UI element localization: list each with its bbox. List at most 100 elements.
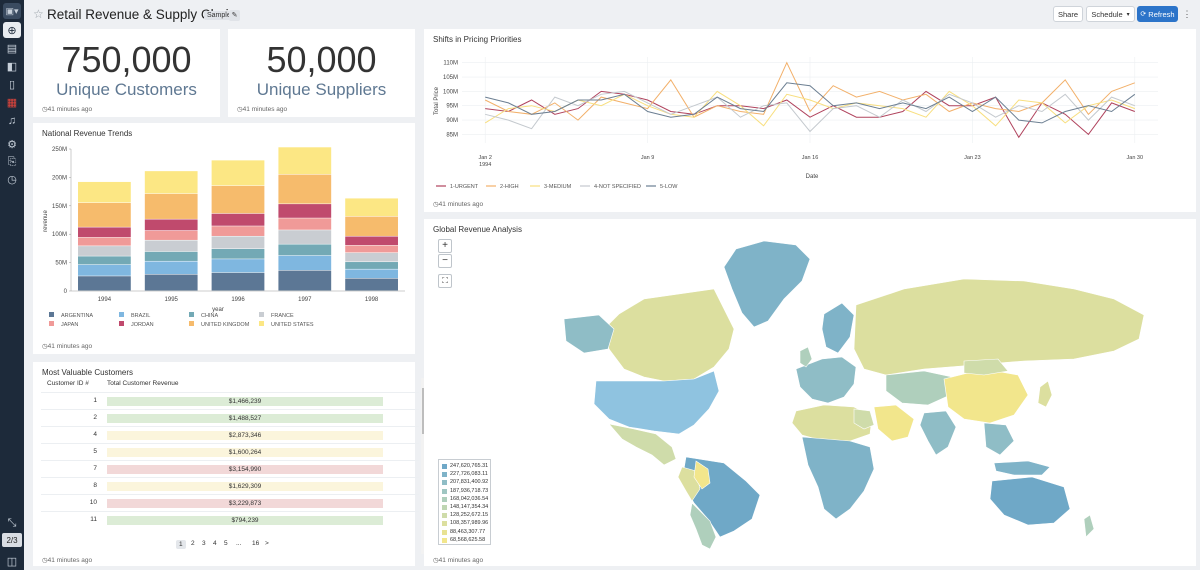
bar-segment[interactable] <box>144 251 198 261</box>
bar-segment[interactable] <box>211 213 265 226</box>
legend-label[interactable]: FRANCE <box>271 313 294 319</box>
series-line[interactable] <box>485 90 1135 133</box>
refresh-button[interactable]: ⟳ Refresh <box>1137 6 1178 22</box>
bar-segment[interactable] <box>78 202 131 227</box>
page-button[interactable]: 2 <box>191 540 195 547</box>
nav-document-icon[interactable]: ▯ <box>8 78 16 91</box>
bar-segment[interactable] <box>144 230 198 240</box>
nav-notebook-icon[interactable]: ◧ <box>6 60 18 73</box>
table-row[interactable]: 1 $1,466,239 <box>41 392 419 409</box>
nav-hierarchy-icon[interactable]: ⎘ <box>7 155 17 168</box>
page-button[interactable]: 16 <box>252 540 260 547</box>
bar-segment[interactable] <box>78 227 131 238</box>
next-page-button[interactable]: > <box>265 540 269 547</box>
nav-home-icon[interactable]: ⊕ <box>3 22 21 38</box>
edit-pencil-icon[interactable]: ✎ <box>229 10 240 21</box>
page-button[interactable]: 4 <box>213 540 217 547</box>
nav-dashboards-icon[interactable]: ▤ <box>6 42 18 55</box>
table-row[interactable]: 11 $794,239 <box>41 511 419 528</box>
bar-segment[interactable] <box>78 237 131 246</box>
legend-label[interactable]: 2-HIGH <box>500 184 519 190</box>
legend-label[interactable]: ARGENTINA <box>61 313 93 319</box>
zoom-out-button[interactable]: − <box>438 254 452 268</box>
nav-panel-toggle-icon[interactable]: ◫ <box>6 555 18 568</box>
legend-label[interactable]: 1-URGENT <box>450 184 479 190</box>
nav-dashboard-active-icon[interactable]: ▦ <box>6 96 18 109</box>
bar-segment[interactable] <box>211 160 265 186</box>
nav-collapse-icon[interactable]: ⤡ <box>7 516 17 529</box>
fullscreen-icon[interactable]: ⛶ <box>438 274 452 288</box>
bar-segment[interactable] <box>211 248 265 259</box>
table-row[interactable]: 4 $2,873,346 <box>41 426 419 443</box>
legend-label[interactable]: 3-MEDIUM <box>544 184 572 190</box>
bar-segment[interactable] <box>278 204 332 218</box>
bar-segment[interactable] <box>211 272 265 291</box>
page-button[interactable]: 3 <box>202 540 206 547</box>
bar-segment[interactable] <box>345 252 398 262</box>
table-row[interactable]: 5 $1,600,264 <box>41 443 419 460</box>
legend-label: 68,568,625.58 <box>450 536 486 543</box>
bar-segment[interactable] <box>78 246 131 256</box>
legend-label[interactable]: 4-NOT SPECIFIED <box>594 184 641 190</box>
bar-segment[interactable] <box>345 236 398 246</box>
bar-segment[interactable] <box>211 259 265 273</box>
bar-segment[interactable] <box>278 270 332 291</box>
page-button[interactable]: 1 <box>176 540 186 549</box>
table-row[interactable]: 10 $3,229,873 <box>41 494 419 511</box>
map-countries[interactable] <box>563 240 1145 550</box>
page-indicator[interactable]: 2/3 <box>2 533 22 547</box>
legend-label[interactable]: 5-LOW <box>660 184 678 190</box>
favorite-star-icon[interactable]: ☆ <box>33 7 44 21</box>
table-row[interactable]: 7 $3,154,990 <box>41 460 419 477</box>
bar-segment[interactable] <box>144 219 198 231</box>
legend-label[interactable]: JAPAN <box>61 322 78 328</box>
bar-segment[interactable] <box>345 198 398 217</box>
schedule-button[interactable]: Schedule ▾ <box>1086 6 1135 22</box>
share-button[interactable]: Share <box>1053 6 1083 22</box>
column-header-revenue[interactable]: Total Customer Revenue <box>107 380 179 387</box>
bar-segment[interactable] <box>144 171 198 194</box>
bar-segment[interactable] <box>211 185 265 214</box>
world-map[interactable] <box>424 219 1196 566</box>
bar-segment[interactable] <box>345 262 398 269</box>
bar-segment[interactable] <box>278 230 332 244</box>
bar-segment[interactable] <box>345 278 398 291</box>
app-switcher-button[interactable]: ▣▾ <box>3 3 21 19</box>
bar-segment[interactable] <box>278 255 332 271</box>
nav-jobs-icon[interactable]: ⚙ <box>7 138 17 151</box>
bar-segment[interactable] <box>78 181 131 203</box>
nav-history-clock-icon[interactable]: ◷ <box>7 173 17 186</box>
bar-segment[interactable] <box>278 147 332 175</box>
table-row[interactable]: 8 $1,629,309 <box>41 477 419 494</box>
column-header-id[interactable]: Customer ID # <box>47 380 89 387</box>
series-line[interactable] <box>485 82 1136 124</box>
bar-segment[interactable] <box>345 245 398 253</box>
legend-label[interactable]: BRAZIL <box>131 313 150 319</box>
series-line[interactable] <box>484 61 1135 121</box>
legend-label[interactable]: UNITED STATES <box>271 322 314 328</box>
series-line[interactable] <box>485 90 1135 139</box>
legend-label[interactable]: CHINA <box>201 313 218 319</box>
legend-label[interactable]: JORDAN <box>131 322 154 328</box>
more-options-icon[interactable]: ⋮ <box>1182 9 1192 19</box>
bar-segment[interactable] <box>78 264 131 276</box>
bar-segment[interactable] <box>78 276 131 291</box>
table-row[interactable]: 2 $1,488,527 <box>41 409 419 426</box>
bar-segment[interactable] <box>144 240 198 252</box>
bar-segment[interactable] <box>78 256 131 265</box>
bar-segment[interactable] <box>278 174 332 204</box>
bar-segment[interactable] <box>345 216 398 236</box>
bar-segment[interactable] <box>144 261 198 275</box>
bar-segment[interactable] <box>278 218 332 230</box>
series-line[interactable] <box>484 90 1135 127</box>
bar-segment[interactable] <box>211 236 265 249</box>
bar-segment[interactable] <box>345 269 398 279</box>
bar-segment[interactable] <box>144 193 198 219</box>
page-button[interactable]: 5 <box>224 540 228 547</box>
legend-label[interactable]: UNITED KINGDOM <box>201 322 250 328</box>
bar-segment[interactable] <box>144 274 198 291</box>
bar-segment[interactable] <box>278 244 332 256</box>
zoom-in-button[interactable]: + <box>438 239 452 253</box>
bar-segment[interactable] <box>211 226 265 236</box>
nav-alerts-bell-icon[interactable]: ♫ <box>7 115 17 127</box>
